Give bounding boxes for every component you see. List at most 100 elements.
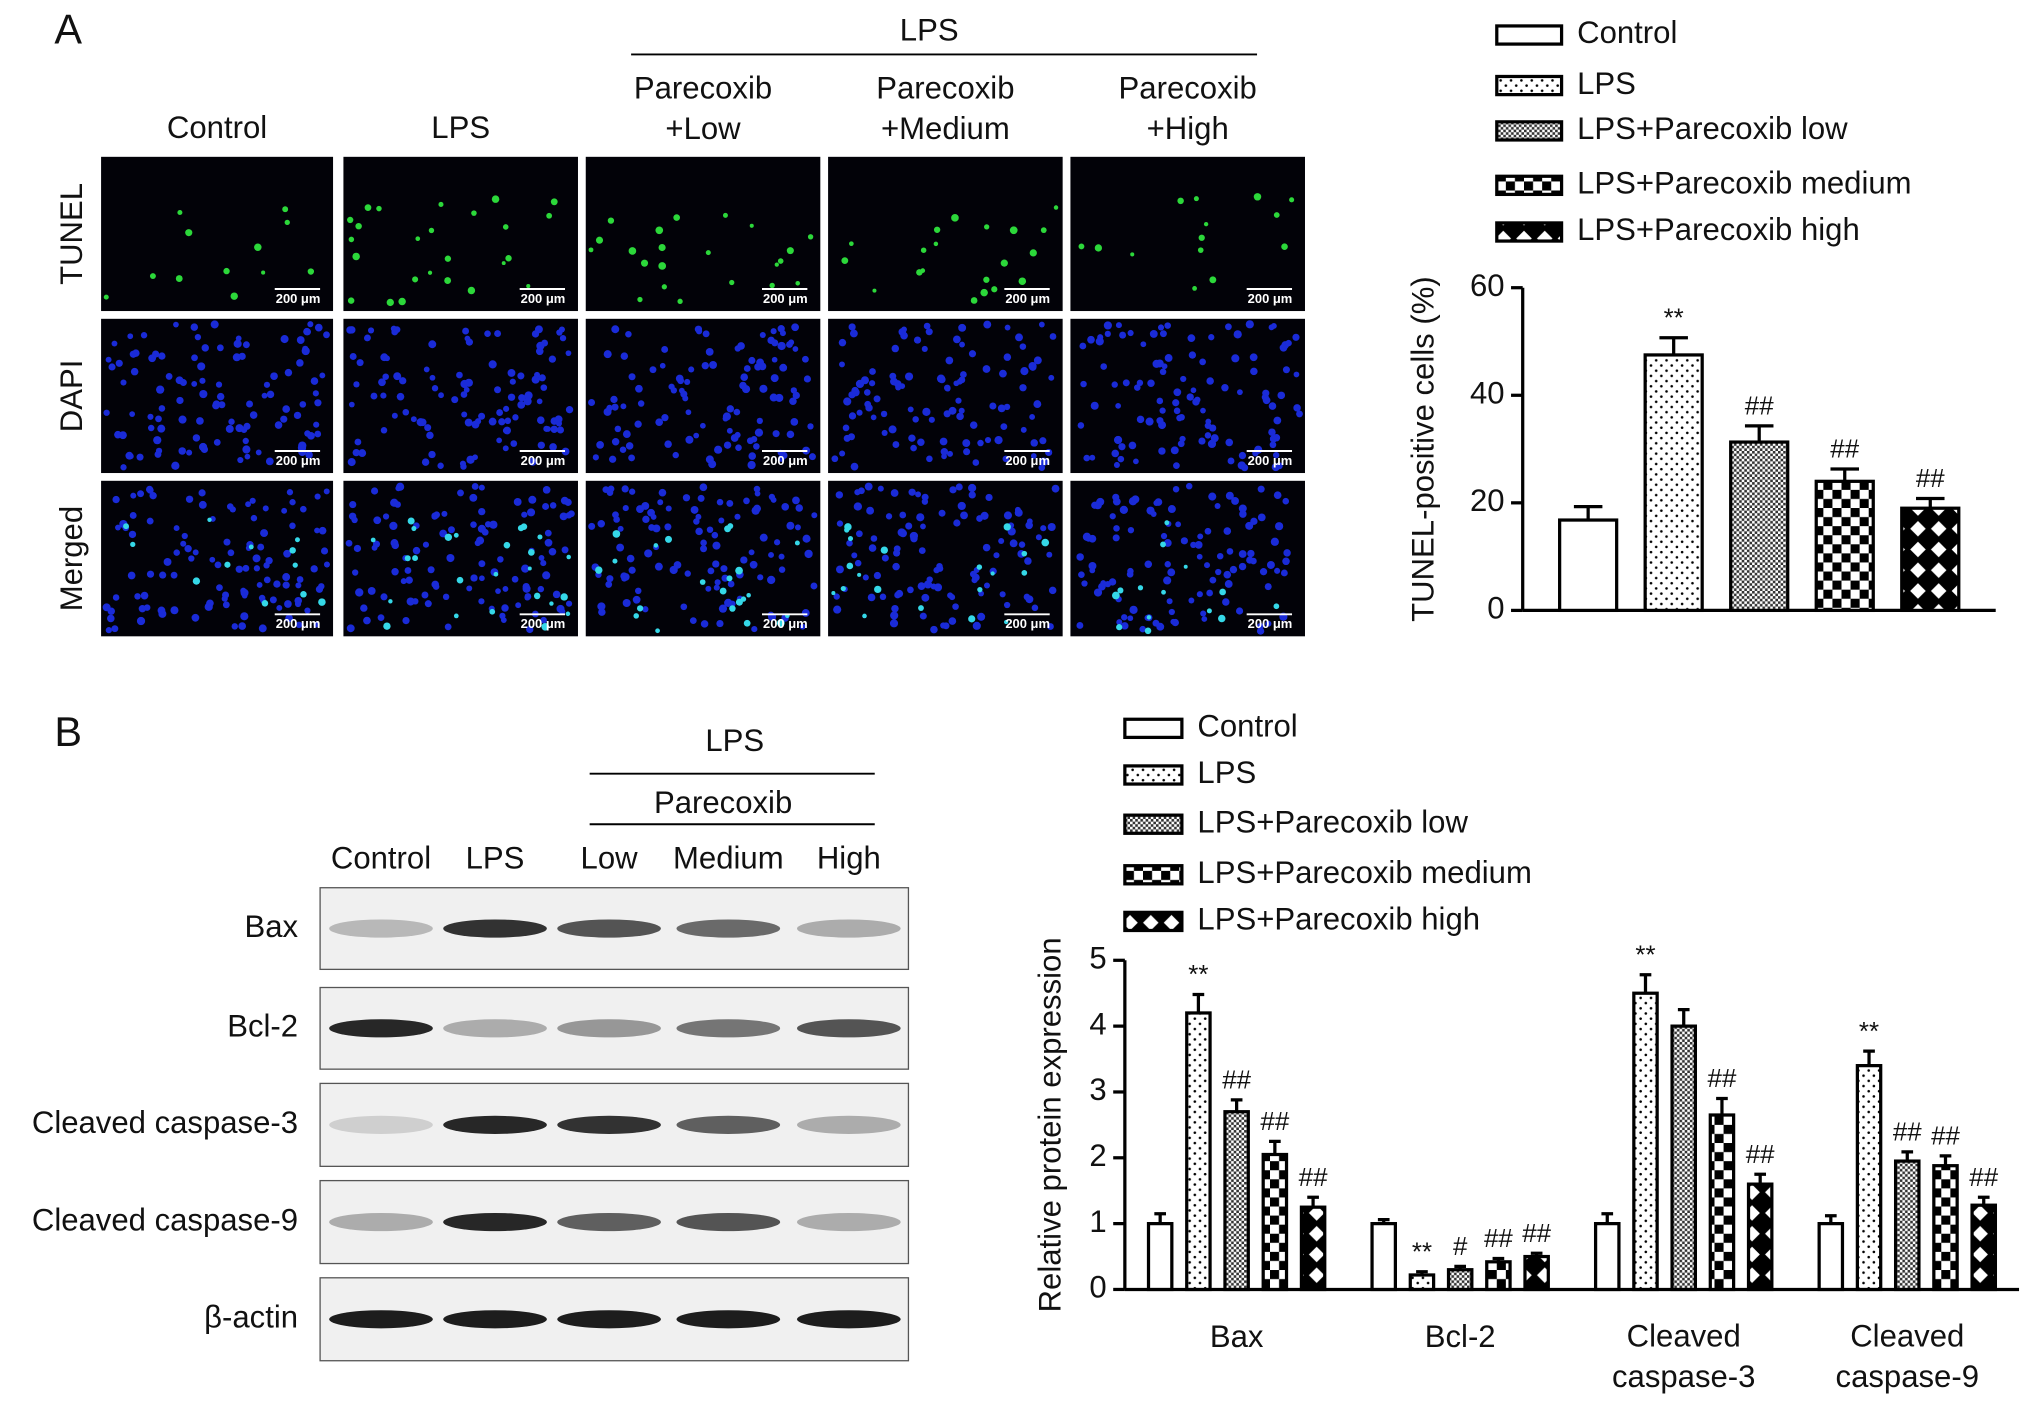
tunel-dot [918,605,924,611]
lane-label: Low [581,841,639,876]
nucleus [478,560,486,568]
tunel-dot [537,534,543,540]
tunel-dot [991,286,998,293]
nucleus [1163,576,1172,585]
nucleus [684,570,691,577]
nucleus [518,394,526,402]
error-bar [1830,467,1859,482]
nucleus [700,422,706,429]
nucleus [192,549,199,556]
nucleus [178,415,187,424]
tunel-dot [149,273,156,280]
nucleus [457,489,464,497]
nucleus [297,337,304,344]
image-background [101,156,334,312]
tunel-dot [655,226,664,235]
nucleus [1158,421,1167,430]
nucleus [693,518,700,525]
nucleus [606,404,613,412]
nucleus [1004,324,1011,331]
nucleus [953,380,960,387]
nucleus [999,369,1007,378]
nucleus [853,502,863,511]
tunel-dot [984,224,990,230]
nucleus [1292,333,1300,341]
scale-bar-label: 200 μm [763,616,808,631]
tunel-dot [103,294,109,300]
legend-label: LPS+Parecoxib low [1577,111,1848,146]
significance-label: ## [1969,1164,1998,1192]
micrograph: 200 μm [585,318,821,474]
nucleus [548,547,557,556]
nucleus [1238,451,1247,460]
nucleus [757,574,764,581]
column-label: Parecoxib +Low [634,71,772,146]
nucleus [265,557,273,565]
nucleus [890,489,899,497]
nucleus [147,413,154,420]
nucleus [559,512,568,521]
tunel-dot [294,537,300,543]
nucleus [307,321,314,328]
nucleus [1168,608,1175,616]
tunel-dot [729,279,735,286]
nucleus [466,455,475,464]
nucleus [471,420,480,429]
nucleus [163,558,172,566]
significance-label: ## [1916,465,1945,493]
band [557,919,661,938]
nucleus [1238,562,1247,571]
nucleus [921,593,930,602]
nucleus [137,490,145,498]
image-background [828,156,1063,312]
bar [1970,1203,1998,1292]
band [796,1115,901,1134]
nucleus [214,561,222,569]
nucleus [1235,607,1244,615]
nucleus [129,350,137,358]
nucleus [753,485,761,493]
nucleus [158,352,166,360]
nucleus [894,380,902,388]
panel-label: B [54,708,82,755]
nucleus [1009,539,1018,548]
nucleus [421,458,430,466]
nucleus [921,345,928,352]
nucleus [908,488,916,496]
tunel-dot [501,261,506,266]
nucleus [944,385,951,392]
nucleus [985,493,993,502]
nucleus [463,386,470,393]
nucleus [405,576,413,584]
nucleus [565,350,572,357]
nucleus [938,509,946,517]
nucleus [811,512,818,519]
nucleus [614,425,622,433]
nucleus [1031,604,1039,612]
nucleus [1209,576,1217,584]
nucleus [300,505,307,513]
nucleus [241,592,248,599]
nucleus [1268,402,1277,410]
nucleus [723,441,732,449]
nucleus [598,608,606,616]
nucleus [831,455,839,463]
nucleus [461,411,468,418]
nucleus [889,619,899,628]
nucleus [869,368,876,375]
nucleus [1166,598,1173,605]
tunel-dot [1144,627,1152,635]
nucleus [754,363,762,371]
nucleus [976,515,983,522]
nucleus [948,406,957,415]
nucleus [714,579,721,586]
scale-bar-label: 200 μm [1005,616,1050,631]
nucleus [786,341,793,348]
nucleus [1131,495,1140,504]
nucleus [191,354,198,362]
nucleus [962,439,971,448]
nucleus [628,454,636,462]
nucleus [1229,565,1238,574]
nucleus [603,350,612,359]
